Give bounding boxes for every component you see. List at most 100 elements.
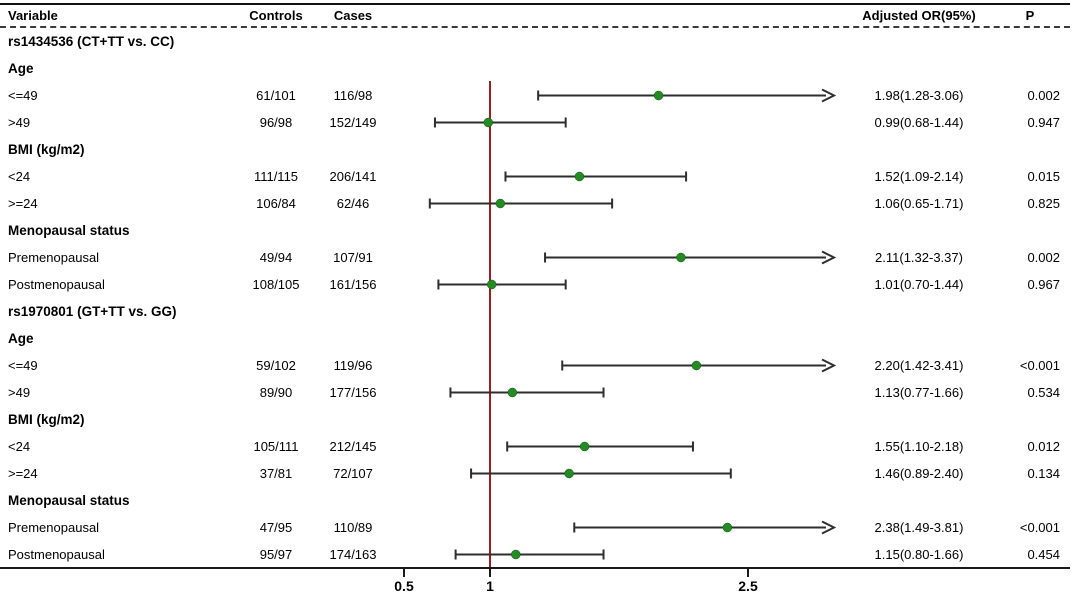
arrow-head-icon xyxy=(821,250,837,265)
table-row: Age xyxy=(0,55,1078,82)
axis-tick-label: 2.5 xyxy=(738,578,758,594)
controls-value: 47/95 xyxy=(259,520,293,535)
table-header-row: Variable Controls Cases Adjusted OR(95%)… xyxy=(0,4,1078,27)
row-label: Premenopausal xyxy=(8,520,100,535)
controls-value: 106/84 xyxy=(256,196,296,211)
adjusted-or-value: 1.15(0.80-1.66) xyxy=(874,547,964,562)
header-variable: Variable xyxy=(8,8,58,23)
or-marker xyxy=(653,90,664,101)
header-adjusted-or: Adjusted OR(95%) xyxy=(862,8,976,23)
table-row: <=49 61/101 116/98 1.98(1.28-3.06) 0.002 xyxy=(0,82,1078,109)
or-marker xyxy=(564,468,574,479)
p-value: 0.534 xyxy=(1027,385,1060,400)
p-value: 0.002 xyxy=(1027,250,1060,265)
row-label: rs1970801 (GT+TT vs. GG) xyxy=(8,304,177,319)
row-label: <=49 xyxy=(8,88,38,103)
adjusted-or-value: 0.99(0.68-1.44) xyxy=(874,115,964,130)
adjusted-or-value: 2.38(1.49-3.81) xyxy=(874,520,964,535)
adjusted-or-value: 1.55(1.10-2.18) xyxy=(874,439,964,454)
cases-value: 119/96 xyxy=(333,358,373,373)
table-row: >=24 37/81 72/107 1.46(0.89-2.40) 0.134 xyxy=(0,460,1078,487)
or-marker xyxy=(495,198,506,209)
row-label: Postmenopausal xyxy=(8,547,105,562)
controls-value: 95/97 xyxy=(259,547,293,562)
row-label: Menopausal status xyxy=(8,223,130,238)
axis-tick-label: 1 xyxy=(486,578,494,594)
controls-value: 61/101 xyxy=(256,88,296,103)
cases-value: 62/46 xyxy=(336,196,370,211)
adjusted-or-value: 1.01(0.70-1.44) xyxy=(874,277,964,292)
or-marker xyxy=(579,441,590,452)
row-label: >=24 xyxy=(8,196,38,211)
table-row: Age xyxy=(0,325,1078,352)
table-row: BMI (kg/m2) xyxy=(0,136,1078,163)
or-marker xyxy=(691,360,702,371)
table-row: Menopausal status xyxy=(0,217,1078,244)
or-marker xyxy=(574,171,585,182)
row-label: <24 xyxy=(8,439,31,454)
cases-value: 152/149 xyxy=(329,115,377,130)
or-marker xyxy=(722,522,733,533)
table-row: <24 105/111 212/145 1.55(1.10-2.18) 0.012 xyxy=(0,433,1078,460)
table-row: <=49 59/102 119/96 2.20(1.42-3.41) <0.001 xyxy=(0,352,1078,379)
adjusted-or-value: 1.06(0.65-1.71) xyxy=(874,196,964,211)
header-p-value: P xyxy=(1025,8,1035,23)
or-marker xyxy=(483,117,494,128)
cases-value: 116/98 xyxy=(333,88,373,103)
row-label: >=24 xyxy=(8,466,38,481)
controls-value: 59/102 xyxy=(256,358,296,373)
cases-value: 161/156 xyxy=(329,277,377,292)
row-label: Age xyxy=(8,61,34,76)
controls-value: 37/81 xyxy=(259,466,293,481)
row-label: BMI (kg/m2) xyxy=(8,142,85,157)
adjusted-or-value: 1.98(1.28-3.06) xyxy=(874,88,964,103)
adjusted-or-value: 1.13(0.77-1.66) xyxy=(874,385,964,400)
controls-value: 89/90 xyxy=(259,385,293,400)
p-value: 0.134 xyxy=(1027,466,1060,481)
adjusted-or-value: 2.20(1.42-3.41) xyxy=(874,358,964,373)
table-row: Menopausal status xyxy=(0,487,1078,514)
header-cases: Cases xyxy=(333,8,373,23)
table-row: rs1970801 (GT+TT vs. GG) xyxy=(0,298,1078,325)
cases-value: 72/107 xyxy=(333,466,373,481)
table-row: Premenopausal 47/95 110/89 2.38(1.49-3.81) <… xyxy=(0,514,1078,541)
p-value: 0.002 xyxy=(1027,88,1060,103)
table-row: >49 96/98 152/149 0.99(0.68-1.44) 0.947 xyxy=(0,109,1078,136)
cases-value: 174/163 xyxy=(329,547,377,562)
p-value: 0.947 xyxy=(1027,115,1060,130)
p-value: 0.015 xyxy=(1027,169,1060,184)
table-row: >49 89/90 177/156 1.13(0.77-1.66) 0.534 xyxy=(0,379,1078,406)
controls-value: 96/98 xyxy=(259,115,293,130)
row-label: BMI (kg/m2) xyxy=(8,412,85,427)
row-label: <24 xyxy=(8,169,31,184)
adjusted-or-value: 1.46(0.89-2.40) xyxy=(874,466,964,481)
arrow-head-icon xyxy=(821,358,837,373)
p-value: 0.454 xyxy=(1027,547,1060,562)
axis-tick-label: 0.5 xyxy=(394,578,414,594)
table-row: BMI (kg/m2) xyxy=(0,406,1078,433)
adjusted-or-value: 2.11(1.32-3.37) xyxy=(875,250,963,265)
cases-value: 177/156 xyxy=(329,385,377,400)
row-label: <=49 xyxy=(8,358,38,373)
table-row: Premenopausal 49/94 107/91 2.11(1.32-3.37) 0… xyxy=(0,244,1078,271)
table-row: <24 111/115 206/141 1.52(1.09-2.14) 0.015 xyxy=(0,163,1078,190)
table-row: Postmenopausal 108/105 161/156 1.01(0.70-1.… xyxy=(0,271,1078,298)
cases-value: 206/141 xyxy=(329,169,377,184)
controls-value: 49/94 xyxy=(259,250,293,265)
or-marker xyxy=(676,252,686,263)
row-label: rs1434536 (CT+TT vs. CC) xyxy=(8,34,175,49)
controls-value: 111/115 xyxy=(253,169,299,184)
row-label: Menopausal status xyxy=(8,493,130,508)
or-marker xyxy=(507,387,518,398)
p-value: 0.967 xyxy=(1027,277,1060,292)
header-divider-dashed xyxy=(0,26,1070,28)
header-controls: Controls xyxy=(249,8,303,23)
cases-value: 110/89 xyxy=(333,520,373,535)
controls-value: 105/111 xyxy=(253,439,299,454)
p-value: 0.012 xyxy=(1027,439,1060,454)
table-row: rs1434536 (CT+TT vs. CC) xyxy=(0,28,1078,55)
row-label: Age xyxy=(8,331,34,346)
row-label: >49 xyxy=(8,385,31,400)
or-marker xyxy=(486,279,497,290)
